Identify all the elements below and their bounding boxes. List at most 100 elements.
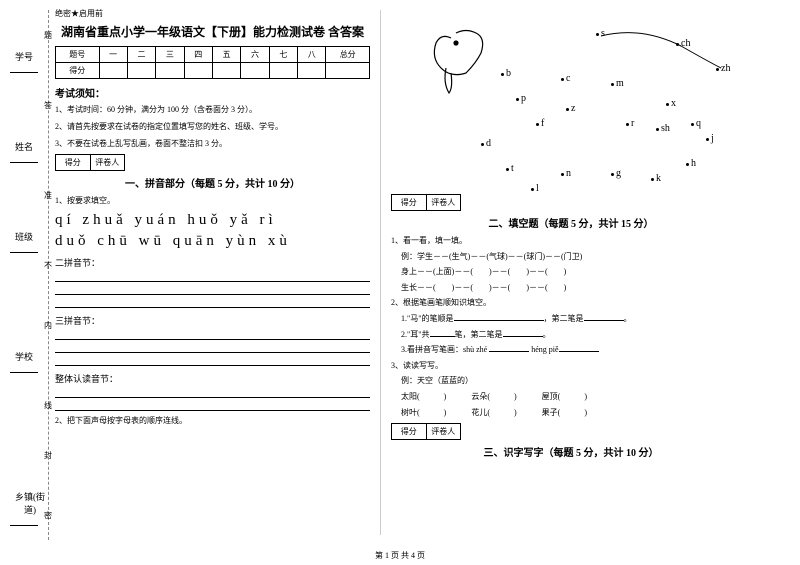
- sidebar-field: 学校: [10, 350, 38, 375]
- q2b-text1: 2."耳"共: [401, 330, 430, 339]
- sidebar-field: 乡镇(街道): [10, 490, 50, 528]
- p2-q3: 3、读读写写。: [391, 359, 751, 373]
- q2c-text1: 3.看拼音写笔画：shù zhé: [401, 345, 487, 354]
- page-footer: 第 1 页 共 4 页: [0, 550, 800, 561]
- pinyin-letter: q: [696, 118, 701, 129]
- score-cell: [127, 63, 155, 79]
- confidential-label: 绝密★启用前: [55, 8, 370, 19]
- score-header-cell: 五: [212, 47, 240, 63]
- score-header-cell: 一: [99, 47, 127, 63]
- connect-dot: [516, 98, 519, 101]
- score-label: 得分: [392, 195, 427, 210]
- score-header-cell: 二: [127, 47, 155, 63]
- p2-q2: 2、根据笔画笔顺知识填空。: [391, 296, 751, 310]
- q2a-text1: 1."马"的笔顺是: [401, 314, 454, 323]
- sidebar-field: 班级: [10, 230, 38, 255]
- connect-dot: [481, 143, 484, 146]
- score-cell: [269, 63, 297, 79]
- score-table: 题号一二三四五六七八总分 得分: [55, 46, 370, 79]
- binding-sidebar: 学号姓名班级学校乡镇(街道) 题答准不内线封密: [10, 0, 50, 540]
- score-label: 得分: [392, 424, 427, 439]
- pinyin-letter: f: [541, 118, 544, 129]
- connect-dot: [536, 123, 539, 126]
- sub2: 三拼音节：: [55, 314, 370, 327]
- sidebar-marker: 内: [44, 320, 52, 331]
- score-header-cell: 总分: [326, 47, 370, 63]
- connect-dots-figure: schbcmzhpzxfrshqjdhtngkl: [401, 8, 741, 188]
- connect-dot: [691, 123, 694, 126]
- p2-line1: 身上－－(上面)－－( )－－( )－－( ): [401, 265, 751, 279]
- pinyin-letter: t: [511, 163, 514, 174]
- connect-dot: [686, 163, 689, 166]
- fill-row: 太阳( ) 云朵( ) 屋顶( ): [401, 390, 751, 404]
- sidebar-marker: 密: [44, 510, 52, 521]
- fill-row: 树叶( )花儿( )果子( ): [401, 406, 751, 420]
- sidebar-field: 姓名: [10, 140, 38, 165]
- connect-dot: [561, 173, 564, 176]
- pinyin-letter: j: [711, 133, 714, 144]
- answer-lines-1: [55, 272, 370, 308]
- score-cell: [184, 63, 212, 79]
- elephant-eye: [454, 41, 458, 45]
- reviewer-label: 评卷人: [427, 424, 461, 439]
- pinyin-letter: ch: [681, 38, 690, 49]
- reviewer-label: 评卷人: [427, 195, 461, 210]
- pinyin-letter: z: [571, 103, 575, 114]
- sidebar-marker: 不: [44, 260, 52, 271]
- part3-title: 三、识字写字（每题 5 分，共计 10 分）: [391, 444, 751, 459]
- pinyin-letter: d: [486, 138, 491, 149]
- instruction-item: 1、考试时间：60 分钟，满分为 100 分（含卷面分 3 分）。: [55, 104, 370, 117]
- pinyin-row-1: qí zhuǎ yuán huǒ yǎ rì: [55, 212, 370, 229]
- connect-dot: [666, 103, 669, 106]
- fill-cell: 屋顶( ): [542, 390, 587, 404]
- score-header-cell: 六: [241, 47, 269, 63]
- score-box-1: 得分 评卷人: [55, 154, 125, 171]
- part2-title: 二、填空题（每题 5 分，共计 15 分）: [391, 215, 751, 230]
- pinyin-letter: m: [616, 78, 624, 89]
- sidebar-marker: 准: [44, 190, 52, 201]
- connect-dot: [561, 78, 564, 81]
- connect-dot: [531, 188, 534, 191]
- sidebar-marker: 答: [44, 100, 52, 111]
- p2-q2a: 1."马"的笔顺是，第二笔是。: [401, 312, 751, 326]
- connect-dot: [611, 173, 614, 176]
- curve-line: [601, 33, 721, 68]
- score-header-cell: 题号: [56, 47, 100, 63]
- answer-lines-2: [55, 330, 370, 366]
- connect-dot: [596, 33, 599, 36]
- sub1: 二拼音节：: [55, 256, 370, 269]
- pinyin-letter: b: [506, 68, 511, 79]
- sidebar-marker: 封: [44, 450, 52, 461]
- score-header-cell: 四: [184, 47, 212, 63]
- instruction-item: 2、请首先按要求在试卷的指定位置填写您的姓名、班级、学号。: [55, 121, 370, 134]
- q2-label: 2、把下面声母按字母表的顺序连线。: [55, 414, 370, 428]
- pinyin-letter: h: [691, 158, 696, 169]
- score-cell: [298, 63, 326, 79]
- score-cell: [326, 63, 370, 79]
- sidebar-field: 学号: [10, 50, 38, 75]
- reviewer-label: 评卷人: [91, 155, 125, 170]
- connect-dot: [716, 68, 719, 71]
- score-header-cell: 三: [156, 47, 184, 63]
- connect-dot: [626, 123, 629, 126]
- score-header-cell: 八: [298, 47, 326, 63]
- sidebar-marker: 题: [44, 30, 52, 41]
- connect-dot: [651, 178, 654, 181]
- elephant-svg: [401, 8, 741, 188]
- score-cell: [241, 63, 269, 79]
- answer-lines-3: [55, 388, 370, 411]
- q2a-text2: ，第二笔是: [544, 314, 584, 323]
- connect-dot: [656, 128, 659, 131]
- q2b-text3: 。: [543, 330, 551, 339]
- pinyin-letter: p: [521, 93, 526, 104]
- connect-dot: [501, 73, 504, 76]
- fill-cell: 太阳( ): [401, 390, 446, 404]
- connect-dot: [676, 43, 679, 46]
- connect-dot: [506, 168, 509, 171]
- score-box-2: 得分 评卷人: [391, 194, 461, 211]
- fill-cell: 花儿( ): [471, 406, 516, 420]
- fill-cell: 树叶( ): [401, 406, 446, 420]
- sidebar-marker: 线: [44, 400, 52, 411]
- connect-dot: [566, 108, 569, 111]
- fill-cell: 云朵( ): [471, 390, 516, 404]
